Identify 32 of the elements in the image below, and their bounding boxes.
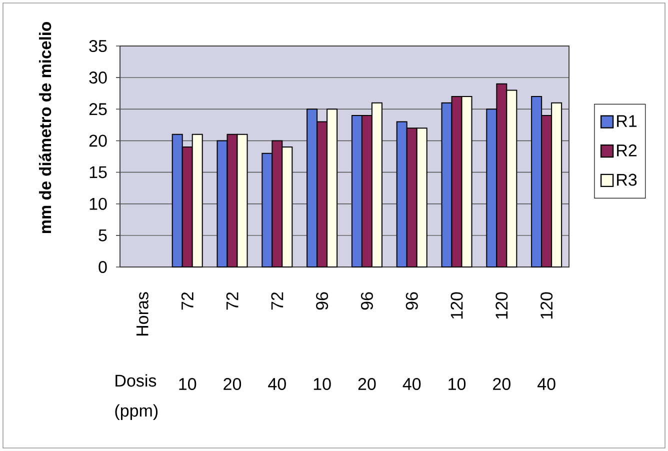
y-tick-label: 20: [89, 134, 107, 147]
y-tick-label: 15: [90, 166, 107, 178]
text: 10: [179, 378, 196, 390]
text: 40: [538, 378, 556, 390]
x-tick-label: 72: [226, 292, 238, 310]
x-tick-label: 120: [450, 292, 463, 319]
x-tick-label: 72: [271, 292, 284, 310]
x-tick-label: 96: [406, 292, 418, 310]
y-axis-title: mm de diámetro de micelio: [38, 22, 52, 234]
text: 10: [314, 378, 331, 390]
legend-label: R3: [617, 174, 637, 186]
x-tick-label: 96: [360, 292, 373, 310]
x-tick-label: 120: [540, 292, 553, 319]
x-tick-label: 72: [181, 292, 194, 310]
text: 20: [493, 378, 510, 390]
legend-label: R2: [617, 144, 637, 156]
x-tick-label: Horas: [136, 292, 148, 336]
text: Dosis (ppm): [115, 374, 158, 420]
y-tick-label: 5: [98, 229, 107, 242]
y-tick-label: 25: [89, 103, 107, 116]
text: 40: [268, 378, 286, 390]
y-tick-label: 35: [89, 40, 107, 52]
x-tick-label: 120: [496, 292, 508, 319]
text: 10: [448, 378, 466, 390]
y-tick-label: 10: [90, 198, 107, 210]
legend-label: R1: [617, 115, 637, 127]
y-tick-label: 0: [98, 260, 107, 274]
text: 40: [402, 378, 421, 390]
y-tick-label: 30: [89, 72, 107, 84]
text: 20: [224, 378, 242, 390]
text: 20: [358, 378, 376, 390]
x-tick-label: 96: [316, 292, 328, 310]
